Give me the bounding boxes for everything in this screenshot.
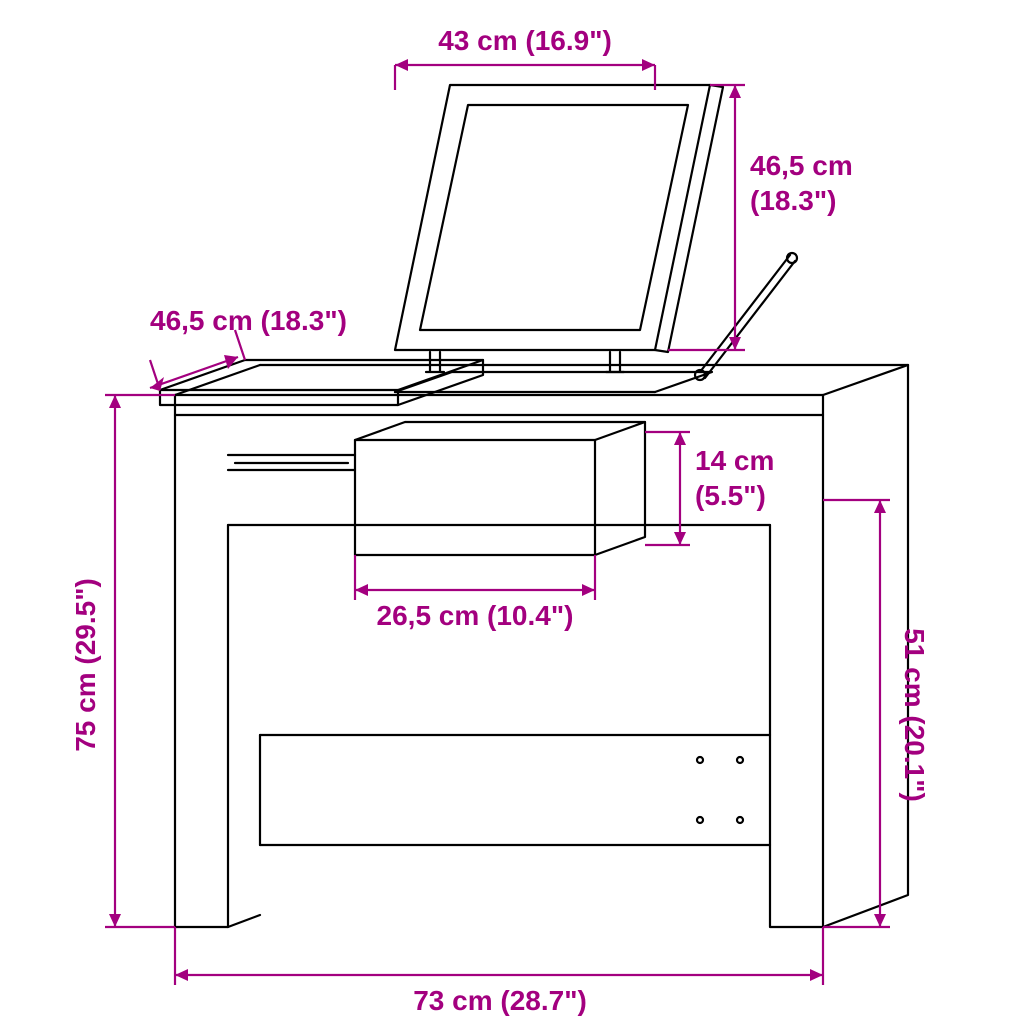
label-opening-height: 51 cm (20.1") xyxy=(899,628,930,802)
dim-mirror-width: 43 cm (16.9") xyxy=(395,25,655,90)
dimension-diagram: 43 cm (16.9") 46,5 cm (18.3") 46,5 cm (1… xyxy=(0,0,1024,1024)
label-mirror-width: 43 cm (16.9") xyxy=(438,25,612,56)
dim-table-depth: 46,5 cm (18.3") xyxy=(150,305,347,391)
label-table-depth: 46,5 cm (18.3") xyxy=(150,305,347,336)
dim-total-height: 75 cm (29.5") xyxy=(70,395,175,927)
label-mirror-height-cm: 46,5 cm xyxy=(750,150,853,181)
dim-total-width: 73 cm (28.7") xyxy=(175,927,823,1016)
dim-opening-height: 51 cm (20.1") xyxy=(823,500,930,927)
label-mirror-height-in: (18.3") xyxy=(750,185,836,216)
label-total-width: 73 cm (28.7") xyxy=(413,985,587,1016)
label-drawer-width: 26,5 cm (10.4") xyxy=(377,600,574,631)
dimension-annotations: 43 cm (16.9") 46,5 cm (18.3") 46,5 cm (1… xyxy=(70,25,930,1016)
dim-drawer-height: 14 cm (5.5") xyxy=(645,432,774,545)
label-drawer-height-in: (5.5") xyxy=(695,480,766,511)
label-total-height: 75 cm (29.5") xyxy=(70,578,101,752)
label-drawer-height-cm: 14 cm xyxy=(695,445,774,476)
dim-drawer-width: 26,5 cm (10.4") xyxy=(355,555,595,631)
